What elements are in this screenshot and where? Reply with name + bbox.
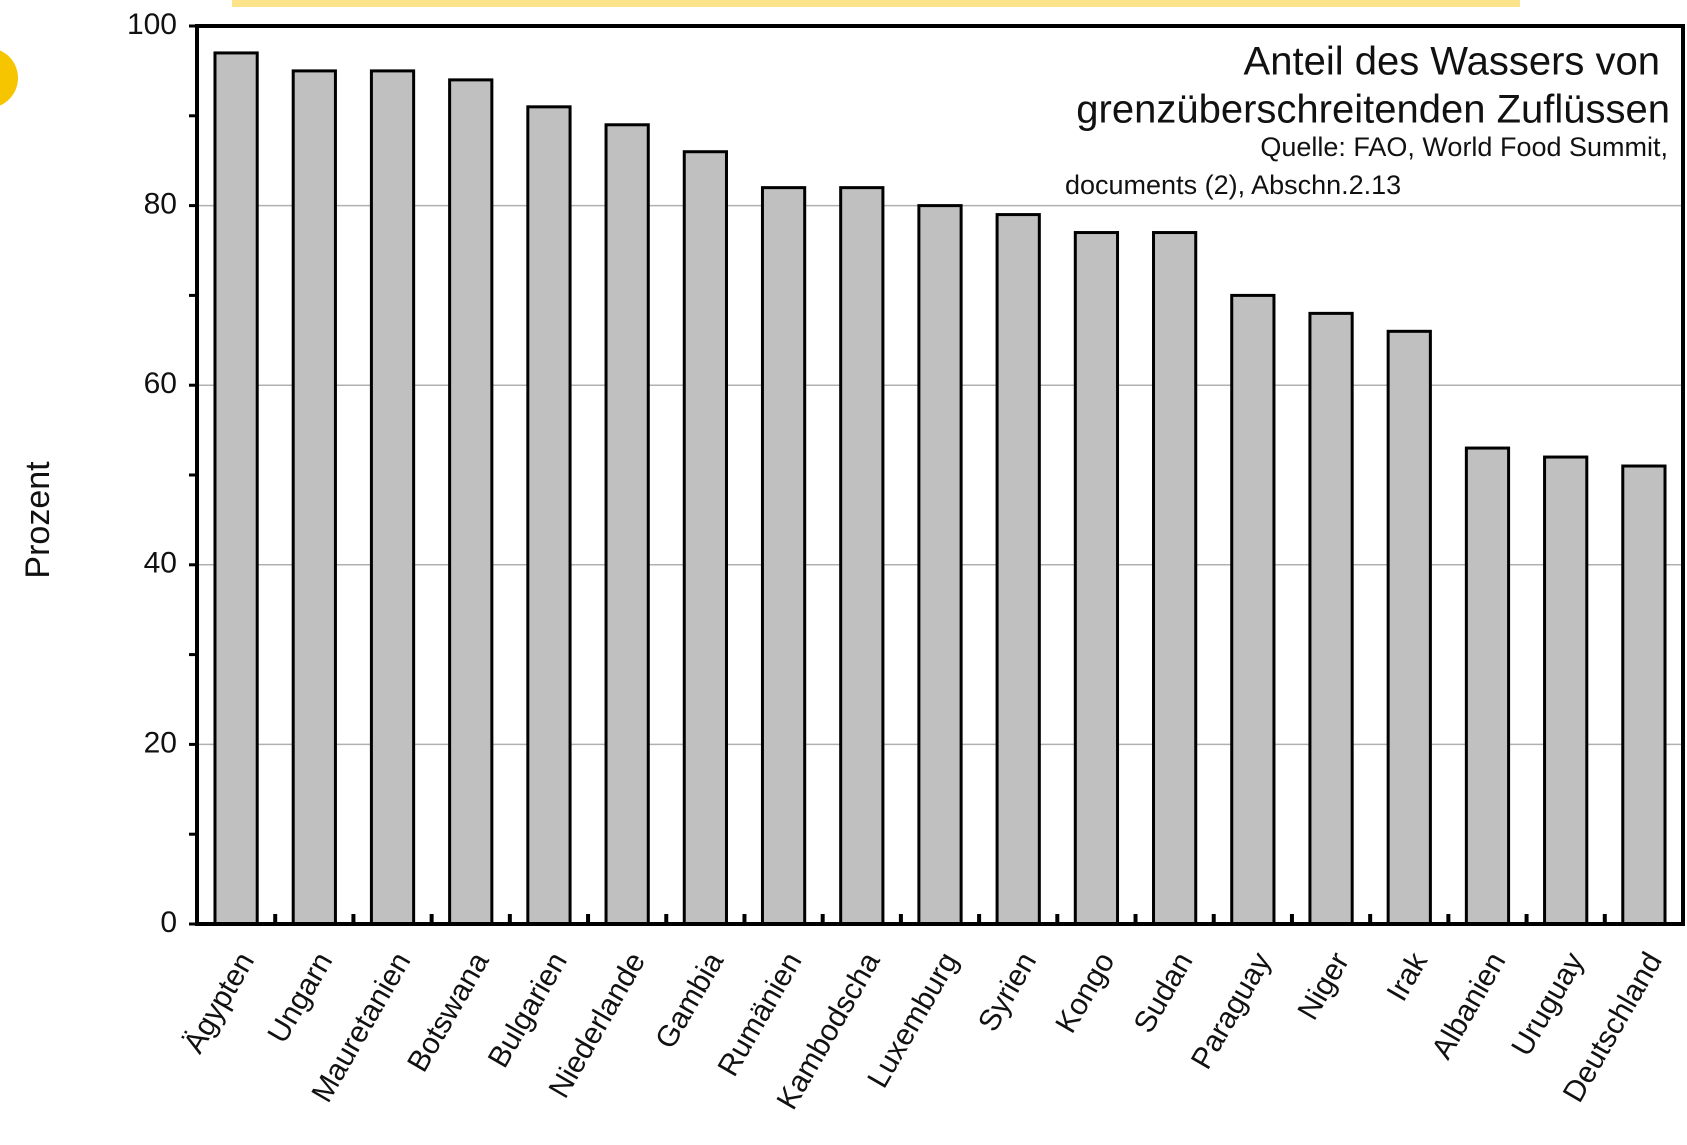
bar	[1308, 311, 1354, 926]
y-tick-label: 80	[144, 188, 177, 221]
bar	[682, 150, 728, 926]
bar	[1464, 446, 1511, 926]
bar	[291, 69, 337, 926]
chart-source-line2: documents (2), Abschn.2.13	[1065, 170, 1401, 200]
x-tick-label: Gambia	[649, 947, 730, 1055]
bars	[213, 51, 1667, 926]
y-tick-label: 0	[160, 906, 177, 939]
bar	[1543, 455, 1589, 926]
bar	[1230, 293, 1276, 926]
bar	[995, 213, 1041, 926]
yellow-banner	[232, 0, 1520, 7]
x-tick-label: Kongo	[1049, 947, 1121, 1039]
x-tick-label: Ungarn	[261, 947, 339, 1049]
chart-source: Quelle: FAO, World Food Summit,	[1260, 132, 1668, 162]
bar	[526, 105, 572, 926]
bar	[1073, 231, 1120, 926]
y-tick-label: 20	[144, 726, 177, 759]
bar	[917, 204, 963, 926]
bar	[1152, 231, 1198, 926]
x-tick-label: Paraguay	[1185, 947, 1278, 1075]
plot-frame	[195, 24, 1685, 926]
bar	[213, 51, 259, 926]
x-tick-label: Bulgarien	[482, 947, 574, 1073]
chart-title: Anteil des Wassers von	[1244, 40, 1660, 84]
bar	[604, 123, 650, 926]
x-tick-label: Uruguay	[1505, 947, 1590, 1062]
x-tick-label: Ägypten	[177, 947, 261, 1059]
y-tick-label: 40	[144, 547, 177, 580]
bar	[1621, 464, 1667, 926]
yellow-dot	[0, 50, 18, 106]
x-tick-label: Irak	[1381, 946, 1435, 1007]
chart-title-line2: grenzüberschreitenden Zuflüssen	[1076, 88, 1670, 132]
bar	[369, 69, 416, 926]
y-tick-label: 60	[144, 367, 177, 400]
bar	[1386, 329, 1432, 926]
bar	[839, 186, 885, 926]
x-tick-label: Albanien	[1425, 947, 1512, 1065]
bar	[448, 78, 494, 926]
y-tick-label: 100	[127, 8, 177, 41]
x-tick-label: Syrien	[972, 947, 1043, 1037]
bar	[760, 186, 807, 926]
y-axis-label: Prozent	[19, 461, 57, 579]
x-tick-label: Niger	[1292, 947, 1356, 1026]
x-tick-label: Sudan	[1128, 947, 1200, 1039]
